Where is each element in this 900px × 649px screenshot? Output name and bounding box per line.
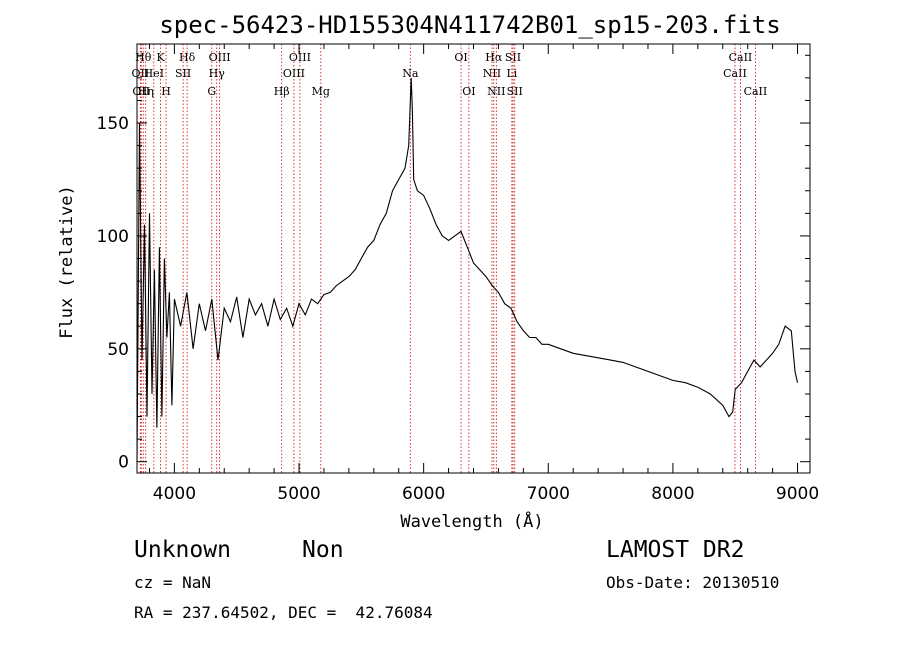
subclass-label: Non [302, 537, 344, 563]
spectrum-line [136, 77, 799, 462]
marker-label-5: K [156, 51, 165, 64]
marker-label-10: Hγ [209, 67, 226, 80]
coordinates-label: RA = 237.64502, DEC = 42.76084 [134, 603, 433, 622]
y-tick-label-2: 100 [97, 227, 129, 247]
marker-label-22: Li [506, 67, 517, 80]
marker-label-15: Mg [312, 85, 330, 98]
marker-label-12: Hβ [274, 85, 290, 98]
marker-label-2: Hθ [135, 51, 152, 64]
survey-label: LAMOST DR2 [606, 537, 745, 563]
spectrum-chart: spec-56423-HD155304N411742B01_sp15-203.f… [57, 11, 819, 532]
x-tick-label-4: 8000 [651, 484, 694, 504]
redshift-label: cz = NaN [134, 573, 212, 592]
obs-date-label: Obs-Date: 20130510 [606, 573, 780, 592]
marker-label-19: NII [483, 67, 501, 80]
marker-label-4: HeI [144, 67, 164, 80]
x-tick-label-1: 5000 [277, 484, 320, 504]
x-tick-label-0: 4000 [153, 484, 196, 504]
marker-label-16: Na [402, 67, 419, 80]
marker-label-13: OIII [283, 67, 305, 80]
chart-title: spec-56423-HD155304N411742B01_sp15-203.f… [159, 11, 780, 39]
classification-label: Unknown [134, 537, 231, 563]
line-marker-layer: OIIOIIHθHηHeIKHSIIHδGHγOIIIHβOIIIOIIIMgN… [132, 44, 768, 473]
x-axis: 4000 5000 6000 7000 8000 9000 [148, 44, 819, 504]
marker-label-25: CaII [723, 67, 747, 80]
x-tick-label-3: 7000 [527, 484, 570, 504]
marker-label-9: G [207, 85, 216, 98]
marker-label-23: SII [505, 51, 521, 64]
marker-label-14: OIII [289, 51, 311, 64]
y-tick-label-3: 150 [97, 114, 129, 134]
y-axis-label: Flux (relative) [57, 185, 77, 339]
marker-label-8: Hδ [179, 51, 196, 64]
y-tick-label-1: 50 [107, 340, 129, 360]
marker-label-26: CaII [729, 51, 753, 64]
x-tick-label-2: 6000 [402, 484, 445, 504]
marker-label-27: CaII [744, 85, 768, 98]
marker-label-0: OII [132, 67, 150, 80]
marker-label-21: NII [487, 85, 505, 98]
y-tick-label-0: 0 [118, 453, 129, 473]
marker-label-7: SII [175, 67, 191, 80]
y-axis: 0 50 100 150 [97, 54, 810, 473]
marker-label-20: Hα [485, 51, 503, 64]
marker-label-6: H [161, 85, 171, 98]
marker-label-11: OIII [209, 51, 231, 64]
marker-label-18: OI [462, 85, 475, 98]
marker-label-3: Hη [138, 85, 154, 98]
x-axis-label: Wavelength (Å) [400, 510, 543, 532]
plot-frame [136, 43, 811, 474]
marker-label-17: OI [454, 51, 467, 64]
marker-label-24: SII [507, 85, 523, 98]
x-tick-label-5: 9000 [776, 484, 819, 504]
